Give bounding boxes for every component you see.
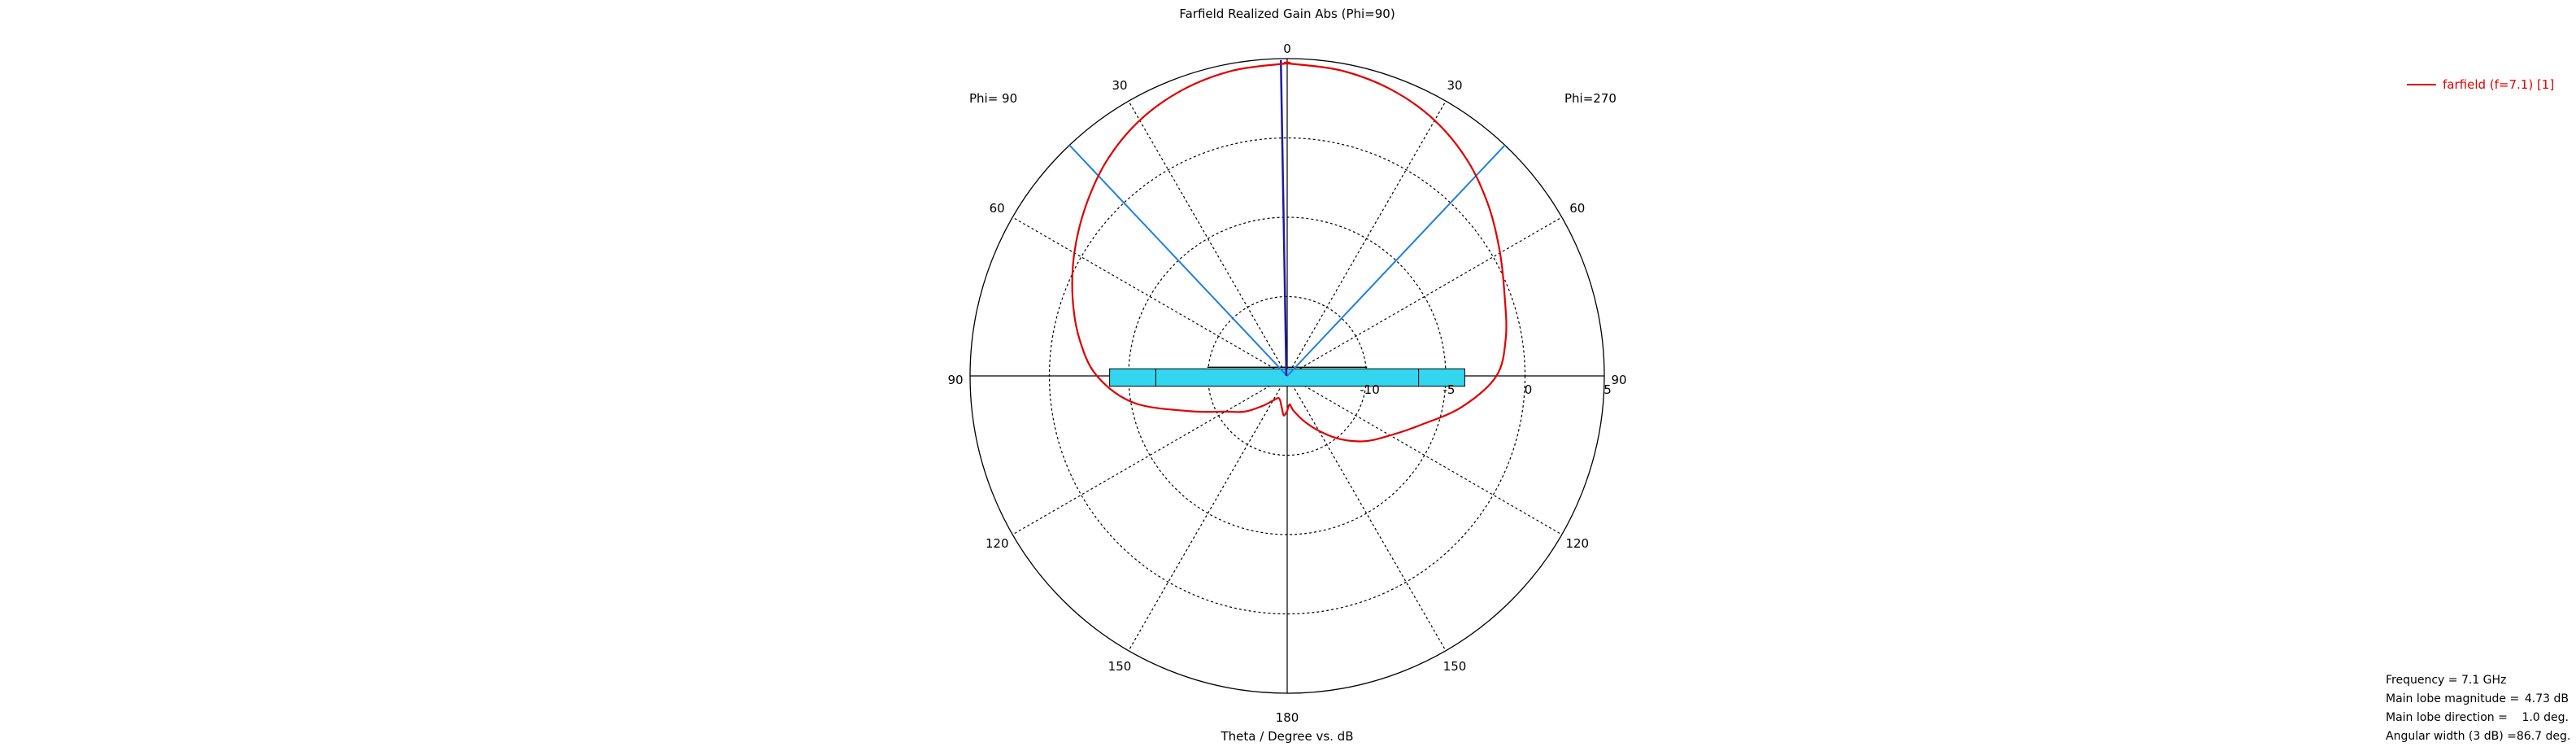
legend-swatch — [2407, 84, 2436, 85]
frequency-row: Frequency = 7.1 GHz — [2386, 671, 2569, 690]
angle-label-90-left: 90 — [947, 373, 963, 387]
main-lobe-magnitude-label: Main lobe magnitude = — [2386, 690, 2519, 709]
angle-label-60-right: 60 — [1569, 201, 1585, 216]
main-lobe-direction-label: Main lobe direction = — [2386, 709, 2508, 727]
beamwidth-line-right — [1287, 145, 1505, 376]
angle-label-30-right: 30 — [1447, 78, 1462, 93]
x-axis-label: Theta / Degree vs. dB — [1221, 729, 1354, 744]
radial-label-0: 0 — [1525, 382, 1533, 397]
angle-label-0: 0 — [1283, 41, 1291, 56]
spoke-60-right — [1287, 217, 1562, 376]
phi-left-label: Phi= 90 — [969, 91, 1017, 106]
frequency-text: Frequency = 7.1 GHz — [2386, 671, 2506, 690]
radial-label--5: -5 — [1443, 382, 1456, 397]
angular-width-label: Angular width (3 dB) = — [2386, 727, 2517, 746]
results-panel: Frequency = 7.1 GHz Main lobe magnitude … — [2386, 671, 2569, 746]
main-lobe-magnitude-value: 4.73 dB — [2525, 690, 2569, 709]
spoke-150-left — [1129, 376, 1287, 651]
angle-label-150-right: 150 — [1443, 659, 1467, 674]
main-lobe-line — [1281, 60, 1286, 376]
angle-label-180: 180 — [1276, 710, 1299, 725]
phi-right-label: Phi=270 — [1564, 91, 1617, 106]
main-lobe-direction-value: 1.0 deg. — [2522, 709, 2569, 727]
main-lobe-magnitude-row: Main lobe magnitude = 4.73 dB — [2386, 690, 2569, 709]
angle-label-150-left: 150 — [1108, 659, 1132, 674]
angular-width-row: Angular width (3 dB) = 86.7 deg. — [2386, 727, 2569, 746]
angle-label-90-right: 90 — [1611, 373, 1626, 387]
spoke-120-left — [1012, 376, 1287, 535]
radial-label-5: 5 — [1603, 382, 1612, 397]
angle-label-120-left: 120 — [986, 536, 1009, 551]
beamwidth-line-left — [1069, 145, 1287, 376]
main-lobe-direction-row: Main lobe direction = 1.0 deg. — [2386, 709, 2569, 727]
spoke-60-left — [1012, 217, 1287, 376]
angle-label-30-left: 30 — [1112, 78, 1127, 93]
angle-label-120-right: 120 — [1565, 536, 1589, 551]
spoke-30-left — [1129, 101, 1287, 376]
spoke-30-right — [1287, 101, 1446, 376]
spoke-120-right — [1287, 376, 1562, 535]
legend-entry-label: farfield (f=7.1) [1] — [2443, 77, 2554, 92]
chart-title: Farfield Realized Gain Abs (Phi=90) — [1179, 7, 1395, 21]
spoke-150-right — [1287, 376, 1446, 651]
radial-label--10: -10 — [1360, 382, 1380, 397]
angular-width-value: 86.7 deg. — [2517, 727, 2570, 746]
legend: farfield (f=7.1) [1] — [2407, 75, 2554, 94]
angle-label-60-left: 60 — [990, 201, 1005, 216]
